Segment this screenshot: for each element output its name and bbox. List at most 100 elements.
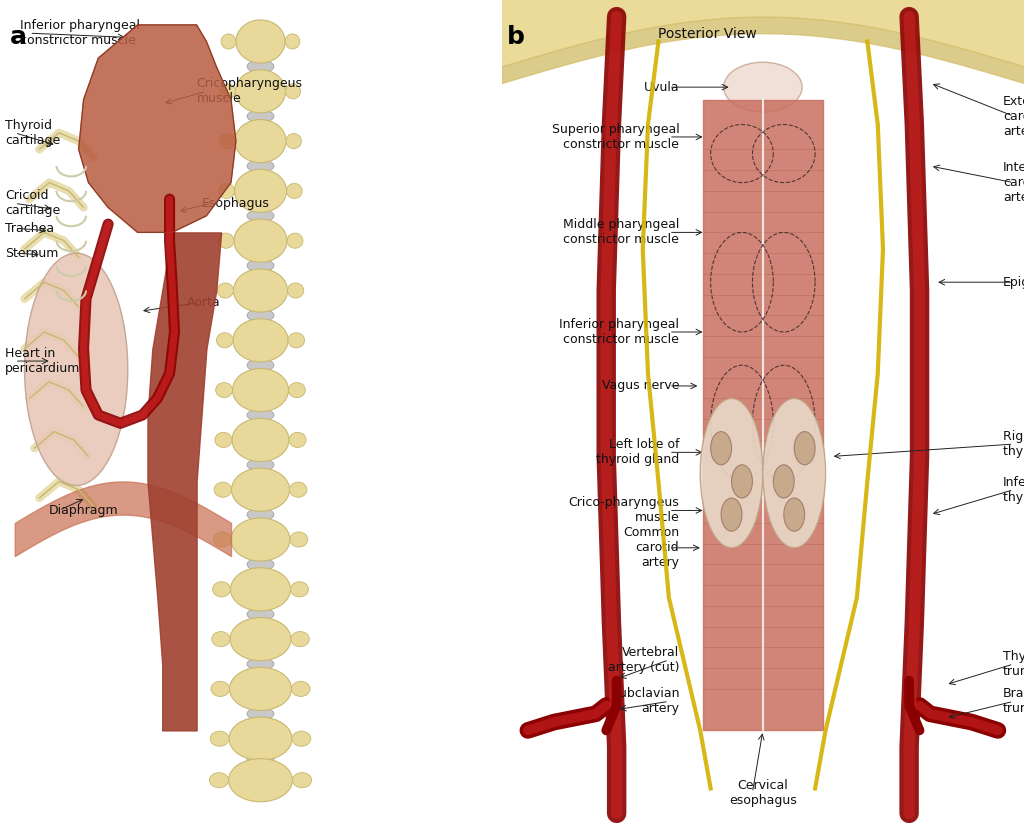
Text: Cricopharyngeus
muscle: Cricopharyngeus muscle [197, 77, 303, 105]
Ellipse shape [289, 432, 306, 447]
Ellipse shape [232, 418, 289, 461]
Ellipse shape [247, 558, 274, 571]
Text: Right lobe of
thyroid gland: Right lobe of thyroid gland [1004, 430, 1024, 458]
Text: Common
carotid
artery: Common carotid artery [624, 526, 679, 569]
Text: Uvula: Uvula [644, 81, 679, 94]
Text: Inferior
thyroid artery: Inferior thyroid artery [1004, 476, 1024, 504]
Ellipse shape [228, 759, 293, 802]
Ellipse shape [230, 618, 291, 661]
Ellipse shape [219, 134, 234, 149]
Ellipse shape [290, 532, 307, 547]
Text: Diaphragm: Diaphragm [49, 504, 119, 517]
Ellipse shape [286, 84, 301, 99]
Text: Epiglottis: Epiglottis [1004, 276, 1024, 289]
Ellipse shape [219, 183, 234, 198]
Ellipse shape [230, 568, 291, 611]
Text: a: a [10, 25, 27, 49]
Text: Crico-pharyngeus
muscle: Crico-pharyngeus muscle [568, 496, 679, 525]
Ellipse shape [234, 169, 287, 212]
Text: Inferior pharyngeal
constrictor muscle: Inferior pharyngeal constrictor muscle [559, 318, 679, 346]
Ellipse shape [247, 110, 274, 123]
Text: Vagus nerve: Vagus nerve [602, 379, 679, 393]
Ellipse shape [288, 283, 304, 298]
Ellipse shape [700, 398, 763, 548]
Ellipse shape [247, 310, 274, 322]
Text: Superior pharyngeal
constrictor muscle: Superior pharyngeal constrictor muscle [552, 123, 679, 151]
Text: Middle pharyngeal
constrictor muscle: Middle pharyngeal constrictor muscle [563, 218, 679, 247]
Ellipse shape [247, 209, 274, 222]
Ellipse shape [247, 408, 274, 422]
Ellipse shape [292, 731, 311, 746]
Ellipse shape [286, 134, 301, 149]
Text: Inferior pharyngeal
constrictor muscle: Inferior pharyngeal constrictor muscle [19, 19, 139, 47]
Text: Posterior View: Posterior View [658, 27, 757, 41]
Ellipse shape [218, 233, 233, 248]
Circle shape [795, 432, 815, 465]
Ellipse shape [293, 773, 311, 788]
Ellipse shape [236, 20, 285, 63]
Ellipse shape [220, 84, 236, 99]
Ellipse shape [214, 482, 231, 497]
Text: Internal
carotid
artery: Internal carotid artery [1004, 161, 1024, 204]
Ellipse shape [217, 283, 233, 298]
Text: Thyroid
cartilage: Thyroid cartilage [5, 119, 60, 147]
Text: Subclavian
artery: Subclavian artery [611, 687, 679, 715]
Ellipse shape [289, 383, 305, 398]
Ellipse shape [234, 120, 286, 163]
Ellipse shape [25, 253, 128, 486]
Ellipse shape [724, 62, 802, 112]
Ellipse shape [247, 359, 274, 371]
Ellipse shape [233, 269, 288, 312]
Ellipse shape [247, 260, 274, 272]
Ellipse shape [229, 667, 292, 710]
Circle shape [783, 498, 805, 531]
Ellipse shape [236, 70, 286, 113]
Ellipse shape [229, 717, 292, 760]
Circle shape [773, 465, 795, 498]
Ellipse shape [287, 233, 303, 248]
Text: External
carotid
artery: External carotid artery [1004, 95, 1024, 138]
Ellipse shape [231, 468, 290, 511]
Ellipse shape [292, 681, 310, 696]
Ellipse shape [233, 319, 288, 362]
Ellipse shape [216, 383, 232, 398]
Circle shape [711, 432, 731, 465]
Text: Aorta: Aorta [186, 296, 220, 310]
Ellipse shape [291, 632, 309, 647]
Text: Left lobe of
thyroid gland: Left lobe of thyroid gland [596, 438, 679, 466]
Ellipse shape [221, 34, 236, 49]
Text: Thyrocervical
trunk: Thyrocervical trunk [1004, 650, 1024, 678]
Text: Vertebral
artery (cut): Vertebral artery (cut) [608, 646, 679, 674]
Text: Esophagus: Esophagus [202, 197, 269, 210]
Circle shape [721, 498, 742, 531]
Ellipse shape [247, 159, 274, 173]
Ellipse shape [213, 582, 230, 597]
Text: Brachiocephalic
trunk: Brachiocephalic trunk [1004, 687, 1024, 715]
Ellipse shape [233, 219, 287, 262]
Ellipse shape [247, 657, 274, 671]
Text: Heart in
pericardium: Heart in pericardium [5, 347, 80, 375]
Ellipse shape [247, 61, 274, 73]
Ellipse shape [290, 482, 307, 497]
Text: Trachea: Trachea [5, 222, 54, 235]
Text: Cervical
esophagus: Cervical esophagus [729, 779, 797, 807]
Ellipse shape [247, 608, 274, 620]
Ellipse shape [211, 681, 229, 696]
Text: Sternum: Sternum [5, 247, 58, 260]
Ellipse shape [287, 183, 302, 198]
Ellipse shape [285, 34, 300, 49]
Ellipse shape [247, 458, 274, 471]
Ellipse shape [210, 731, 229, 746]
Ellipse shape [247, 508, 274, 521]
Ellipse shape [763, 398, 825, 548]
Ellipse shape [231, 518, 290, 561]
Ellipse shape [247, 754, 274, 765]
Text: Cricoid
cartilage: Cricoid cartilage [5, 189, 60, 217]
Polygon shape [79, 25, 236, 232]
Ellipse shape [216, 333, 233, 348]
Ellipse shape [215, 432, 232, 447]
Ellipse shape [232, 369, 289, 412]
Ellipse shape [247, 707, 274, 720]
Ellipse shape [291, 582, 308, 597]
Ellipse shape [212, 632, 230, 647]
